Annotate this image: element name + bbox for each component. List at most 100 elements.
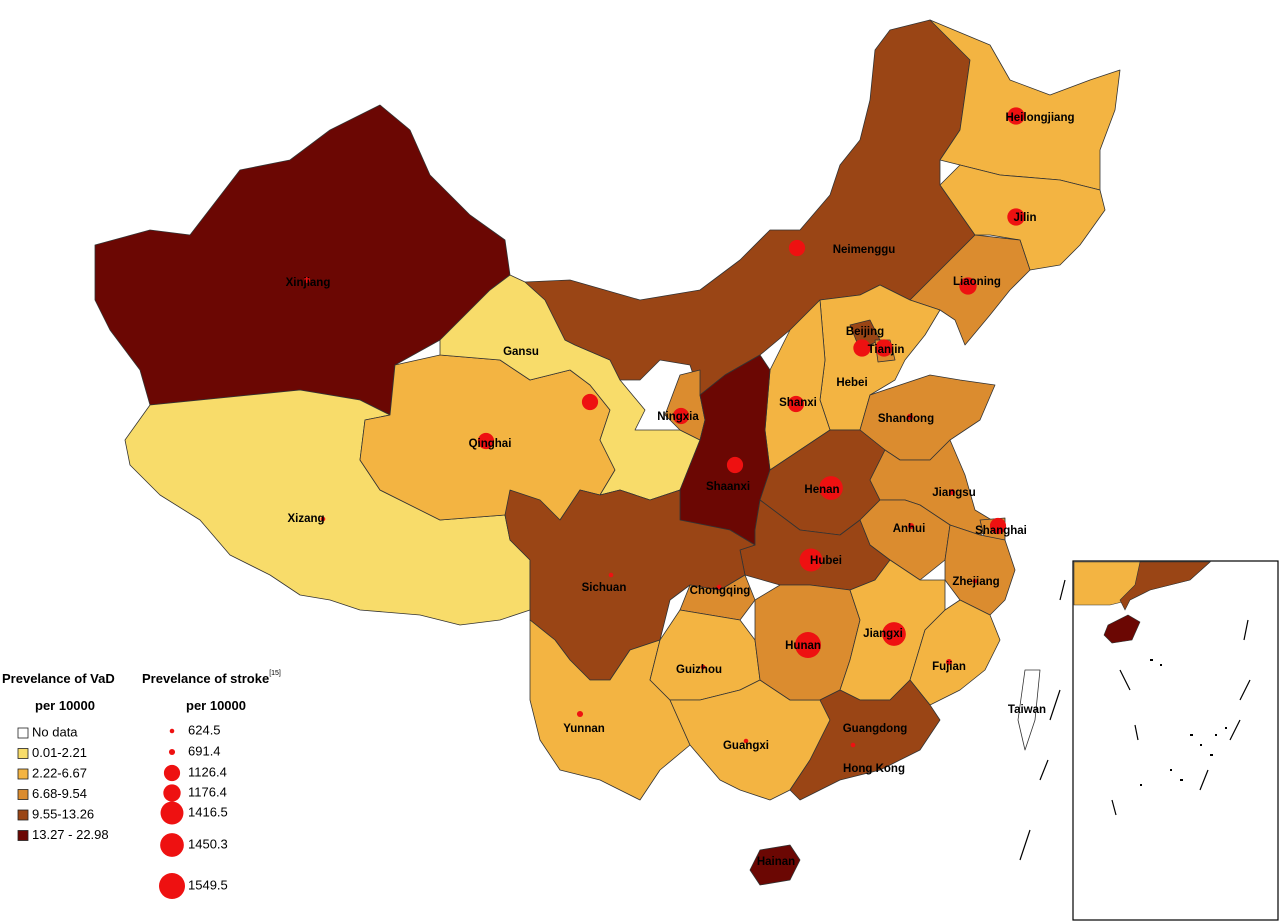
legend-label: 0.01-2.21 <box>32 745 87 760</box>
stroke-bubble <box>882 622 906 646</box>
province-label: Beijing <box>846 326 884 338</box>
stroke-bubble <box>716 584 722 590</box>
legend-label: 2.22-6.67 <box>32 765 87 780</box>
legend-swatch <box>17 768 29 780</box>
stroke-bubble <box>787 395 805 413</box>
sea-boundary <box>1019 579 1066 861</box>
province <box>929 19 1121 191</box>
province-label: Tianjin <box>868 344 905 356</box>
stroke-bubble <box>1007 208 1025 226</box>
stroke-bubble <box>853 339 871 357</box>
stroke-bubble <box>477 432 495 450</box>
stroke-bubble <box>726 456 744 474</box>
legend-value: 1126.4 <box>188 764 227 779</box>
province <box>944 524 1016 616</box>
stroke-bubble <box>799 548 823 572</box>
province-label: Hebei <box>836 377 867 389</box>
province-label: Ningxia <box>657 411 699 423</box>
legend-subtitle: per 10000 <box>35 698 95 713</box>
legend-bubble <box>169 728 175 734</box>
stroke-bubble <box>907 522 915 530</box>
province <box>664 369 706 441</box>
legend-bubble <box>160 833 184 857</box>
stroke-bubble <box>700 664 706 670</box>
province-label: Heilongjiang <box>1006 112 1075 124</box>
inset <box>1072 560 1279 921</box>
province-label: Chongqing <box>690 585 751 597</box>
legend-swatch <box>17 748 29 759</box>
inset-island <box>1103 614 1141 644</box>
province <box>649 609 761 701</box>
legend-swatch <box>17 830 29 841</box>
labels: Xinjiang Xizang Qinghai Gansu Neimenggu Heilo… <box>286 112 1075 868</box>
province-label: Hong Kong <box>843 763 905 775</box>
legend-title: Prevelance of stroke[15] <box>142 670 281 686</box>
province-label: Jilin <box>1013 212 1036 224</box>
province-label: Guangxi <box>723 740 769 752</box>
province-label: Hainan <box>757 856 795 868</box>
stroke-bubble <box>788 239 806 257</box>
legend-title-text: Prevelance of stroke <box>142 671 269 686</box>
stroke-bubble <box>850 742 856 748</box>
stroke-bubble <box>795 632 821 658</box>
stroke-bubble <box>819 476 843 500</box>
province-label: Xinjiang <box>286 277 331 289</box>
province-label: Xizang <box>287 513 324 525</box>
stroke-bubble <box>945 658 953 666</box>
legend-bubble <box>168 748 176 756</box>
province <box>1017 669 1041 751</box>
legend-bubble <box>163 764 181 782</box>
stroke-bubble <box>989 517 1007 535</box>
legend-value: 1176.4 <box>188 784 227 799</box>
province-label: Shanxi <box>779 397 817 409</box>
legend: Prevelance of VaD per 10000 Prevelance o… <box>2 670 281 899</box>
stroke-bubble <box>320 516 326 522</box>
province-label: Gansu <box>503 346 539 358</box>
province <box>789 679 941 801</box>
legend-bubble <box>159 873 185 899</box>
legend-swatch <box>17 809 29 821</box>
legend-label: 13.27 - 22.98 <box>32 827 109 842</box>
legend-bubble <box>163 784 181 802</box>
province-label: Jiangsu <box>932 487 975 499</box>
stroke-bubble <box>581 393 599 411</box>
province <box>749 844 801 886</box>
stroke-bubble <box>906 413 914 421</box>
stroke-bubble <box>743 738 749 744</box>
province-label: Shaanxi <box>706 481 750 493</box>
province-label: Zhejiang <box>952 576 999 588</box>
province-label: Jiangxi <box>863 628 903 640</box>
legend-label: 6.68-9.54 <box>32 786 87 801</box>
legend-value: 1450.3 <box>188 836 228 851</box>
inset-islets <box>1140 659 1227 786</box>
province-label: Sichuan <box>582 582 627 594</box>
province-label: Henan <box>804 484 839 496</box>
bubbles <box>303 107 1025 748</box>
stroke-bubble <box>972 578 978 584</box>
legend-value: 1416.5 <box>188 804 228 819</box>
legend-label: 9.55-13.26 <box>32 806 94 821</box>
stroke-bubble <box>303 276 311 284</box>
province-label: Yunnan <box>563 723 605 735</box>
legend-value: 691.4 <box>188 743 221 758</box>
regions <box>94 19 1121 886</box>
province-label: Hunan <box>785 640 821 652</box>
stroke-bubble <box>672 407 690 425</box>
legend-swatch <box>17 727 29 739</box>
province-label: Guangdong <box>843 723 908 735</box>
legend-label: No data <box>32 724 78 739</box>
legend-bubble <box>160 801 184 825</box>
legend-value: 624.5 <box>188 722 221 737</box>
stroke-bubble <box>576 710 584 718</box>
legend-title: Prevelance of VaD <box>2 671 115 686</box>
stroke-bubble <box>959 277 977 295</box>
province-label: Anhui <box>893 523 926 535</box>
province-label: Qinghai <box>469 438 512 450</box>
province-label: Neimenggu <box>833 244 896 256</box>
province-label: Hubei <box>810 555 842 567</box>
inset-land <box>1119 561 1211 611</box>
stroke-bubble <box>875 339 893 357</box>
inset-boundary <box>1111 619 1251 816</box>
province-label: Shandong <box>878 413 934 425</box>
